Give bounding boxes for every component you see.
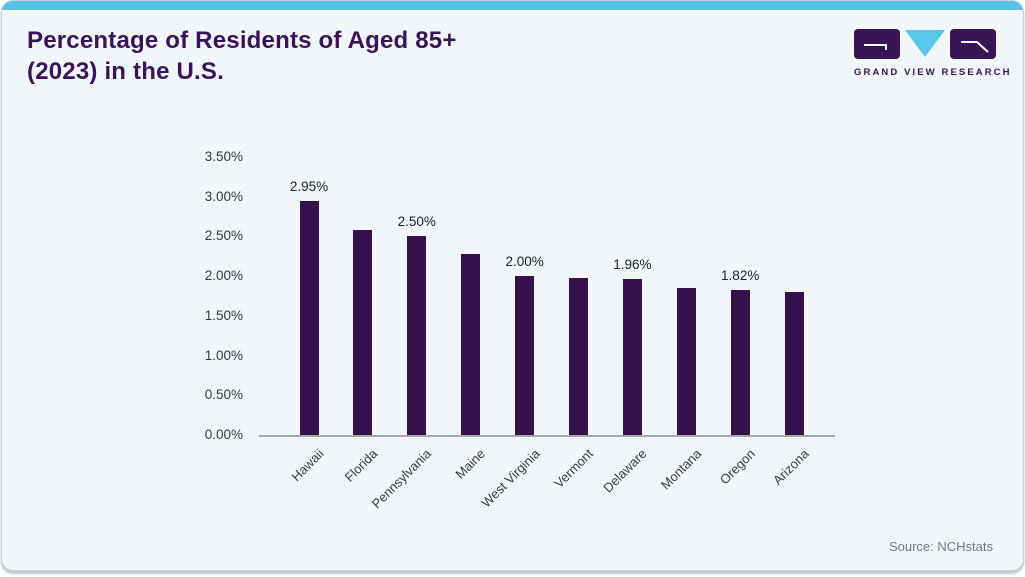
x-axis-tick-label: Montana	[657, 446, 704, 493]
bar-delaware	[622, 279, 642, 435]
bar-florida	[353, 230, 373, 435]
logo-marks	[854, 29, 996, 61]
logo-r-icon	[950, 29, 996, 59]
bar-oregon	[730, 290, 750, 435]
y-axis-tick-label: 2.50%	[204, 228, 243, 244]
bar-pennsylvania	[407, 236, 427, 435]
y-axis-tick-label: 3.00%	[204, 188, 243, 204]
data-label: 2.00%	[505, 254, 544, 270]
bar-hawaii	[299, 200, 319, 435]
grand-view-research-logo: GRAND VIEW RESEARCH	[854, 29, 1012, 78]
bar-montana	[676, 288, 696, 435]
bar-west-virginia	[515, 276, 535, 435]
y-axis-tick-label: 1.00%	[204, 347, 243, 363]
x-axis-tick-label: Florida	[341, 446, 381, 485]
x-axis-tick-label: Delaware	[600, 446, 651, 496]
x-axis-tick-label: Maine	[452, 446, 489, 482]
page-title-line1: Percentage of Residents of Aged 85+	[27, 27, 457, 54]
source-note: Source: NCHstats	[888, 539, 993, 554]
y-axis-tick-label: 2.00%	[204, 268, 243, 284]
x-axis-tick-label: Vermont	[551, 446, 597, 491]
x-axis-tick-label: Arizona	[769, 446, 812, 488]
brand-name: GRAND VIEW RESEARCH	[854, 67, 1012, 78]
logo-g-icon	[854, 29, 900, 59]
page-title-line2: (2023) in the U.S.	[27, 58, 224, 85]
y-axis-tick-label: 0.00%	[204, 427, 243, 442]
bar-maine	[461, 253, 481, 435]
y-axis-tick-label: 1.50%	[204, 307, 243, 323]
data-label: 2.95%	[289, 178, 329, 194]
bar-vermont	[569, 277, 588, 435]
bar-arizona	[784, 292, 804, 435]
y-axis-tick-label: 3.50%	[204, 149, 243, 164]
data-label: 1.82%	[721, 268, 760, 284]
page-title: Percentage of Residents of Aged 85+ (202…	[27, 25, 457, 87]
logo-v-icon	[905, 30, 945, 57]
accent-top-bar	[2, 1, 1023, 10]
data-label: 1.96%	[613, 257, 652, 273]
y-axis-tick-label: 0.50%	[204, 387, 243, 403]
x-axis-tick-label: Oregon	[716, 446, 758, 488]
x-axis-line	[259, 435, 835, 437]
data-label: 2.50%	[397, 214, 436, 230]
x-axis-tick-label: Hawaii	[288, 446, 327, 485]
